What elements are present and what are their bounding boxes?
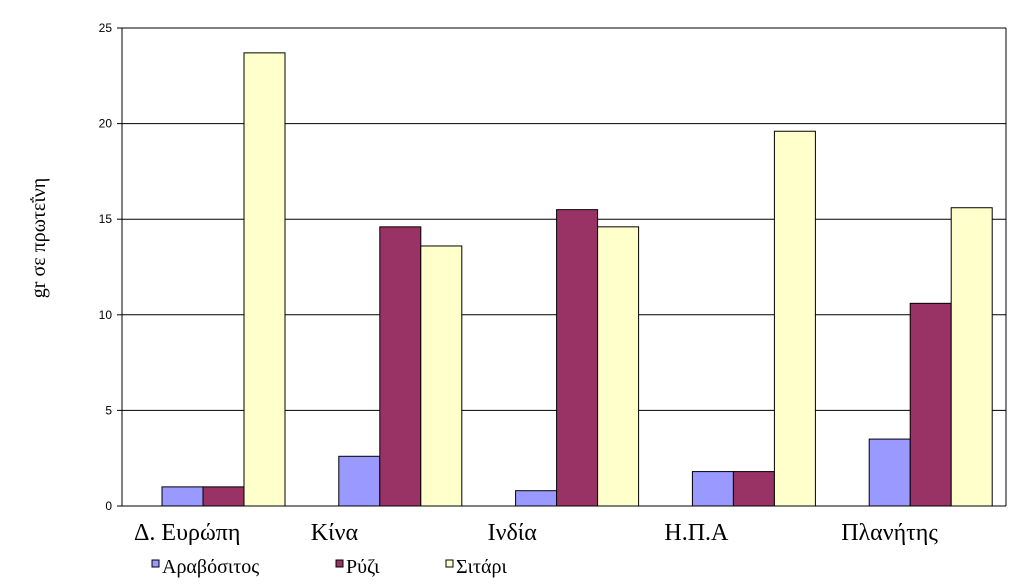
bar — [773, 130, 816, 507]
y-tick-label: 10 — [99, 308, 113, 322]
x-category-label: Κίνα — [311, 520, 359, 546]
bar — [597, 226, 640, 507]
legend-swatch — [445, 559, 454, 568]
bar — [950, 207, 993, 507]
y-tick-label: 0 — [105, 499, 112, 513]
bar — [556, 209, 599, 507]
bar — [161, 486, 204, 507]
bar — [338, 455, 381, 507]
bar — [909, 302, 952, 507]
bar — [379, 226, 422, 507]
bar — [515, 490, 558, 507]
bar — [243, 52, 286, 507]
x-category-label: Ινδία — [488, 520, 538, 546]
legend-label: Σιτάρι — [456, 556, 508, 578]
y-tick-label: 5 — [105, 403, 112, 417]
y-axis-label: gr σε πρωτεΐνη — [28, 178, 50, 298]
bar — [732, 471, 775, 507]
y-tick-label: 25 — [99, 21, 113, 35]
legend-swatch — [335, 559, 344, 568]
x-category-label: Δ. Ευρώπη — [134, 520, 240, 546]
legend-swatch — [151, 559, 160, 568]
legend-label: Ρύζι — [346, 556, 380, 578]
legend-label: Αραβόσιτος — [162, 556, 259, 578]
bar — [420, 245, 463, 507]
bar — [202, 486, 245, 507]
x-category-label: Η.Π.Α — [664, 520, 729, 546]
x-category-label: Πλανήτης — [841, 520, 938, 546]
bar — [691, 471, 734, 507]
y-tick-label: 20 — [99, 117, 113, 131]
y-tick-label: 15 — [99, 212, 113, 226]
bar — [868, 438, 911, 507]
